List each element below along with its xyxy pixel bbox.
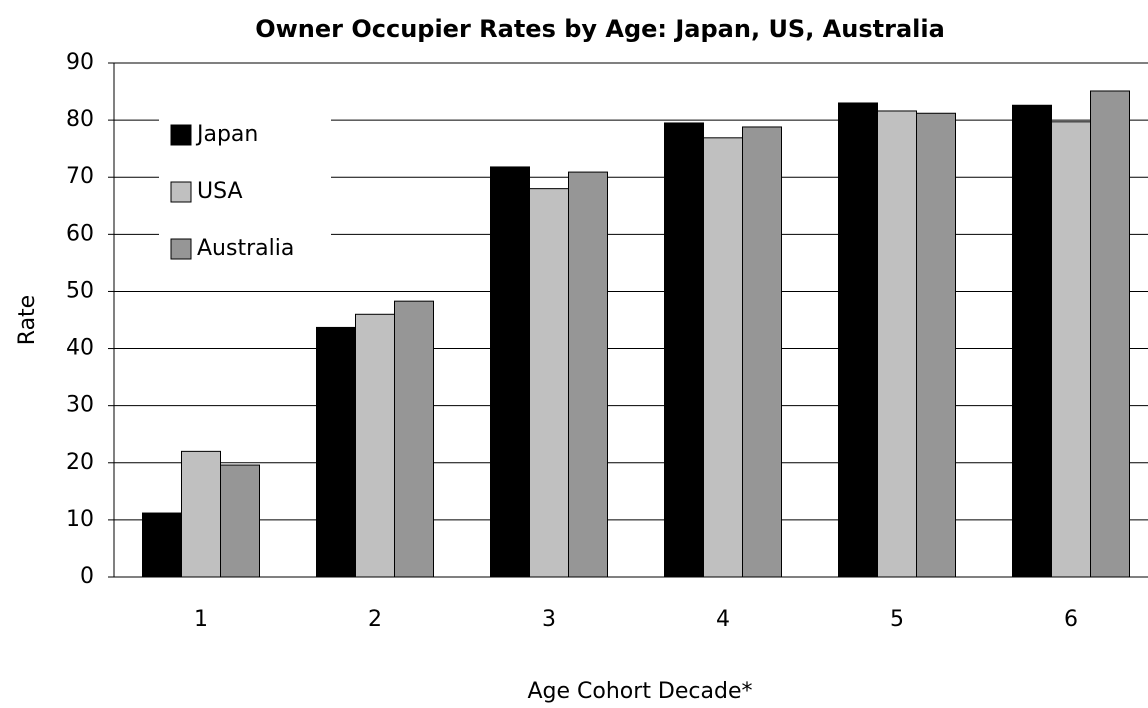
y-tick-label: 20 <box>66 450 94 475</box>
y-tick-label: 80 <box>66 107 94 132</box>
bar <box>877 110 917 578</box>
y-axis-title: Rate <box>15 295 40 345</box>
y-tick-label: 10 <box>66 507 94 532</box>
legend-swatch <box>170 124 192 146</box>
bar <box>220 464 260 578</box>
x-axis-title: Age Cohort Decade* <box>528 679 753 704</box>
y-tick-label: 40 <box>66 336 94 361</box>
bar <box>1051 121 1091 578</box>
bar <box>490 166 530 578</box>
y-tick-label: 50 <box>66 278 94 303</box>
bar <box>703 137 743 578</box>
bar <box>394 300 434 578</box>
legend-label: USA <box>197 179 243 204</box>
bar <box>1012 104 1052 578</box>
legend-swatch <box>170 238 192 260</box>
chart-title: Owner Occupier Rates by Age: Japan, US, … <box>255 15 945 43</box>
bar <box>355 313 395 578</box>
y-tick-label: 30 <box>66 393 94 418</box>
bar <box>1090 90 1130 578</box>
bar <box>664 122 704 578</box>
y-tick-label: 0 <box>80 564 94 589</box>
x-tick-label: 2 <box>368 607 382 632</box>
bar <box>181 450 221 578</box>
y-tick-label: 70 <box>66 164 94 189</box>
x-tick-label: 1 <box>194 607 208 632</box>
bar <box>568 171 608 578</box>
bar <box>529 188 569 578</box>
bar <box>316 326 356 578</box>
y-tick-label: 90 <box>66 50 94 75</box>
bar <box>742 126 782 578</box>
bar <box>916 112 956 578</box>
legend-label: Australia <box>197 236 294 261</box>
x-tick-label: 3 <box>542 607 556 632</box>
x-tick-label: 6 <box>1064 607 1078 632</box>
y-tick-label: 60 <box>66 221 94 246</box>
bar <box>142 512 182 578</box>
x-tick-label: 4 <box>716 607 730 632</box>
legend-label: Japan <box>195 122 258 147</box>
bar <box>838 102 878 578</box>
legend-swatch <box>170 181 192 203</box>
x-tick-label: 5 <box>890 607 904 632</box>
